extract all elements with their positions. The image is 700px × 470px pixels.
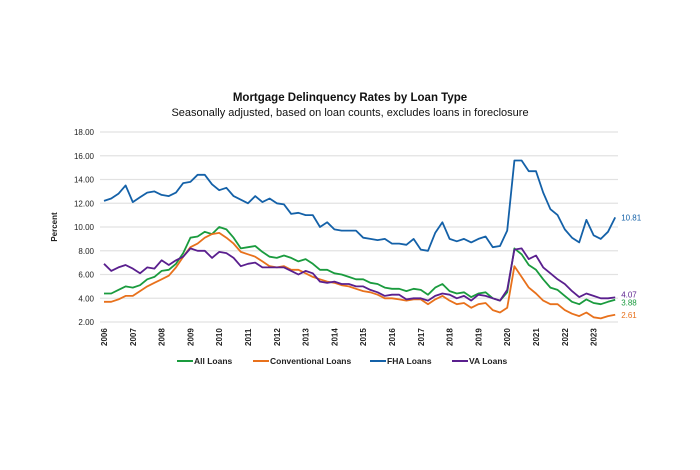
series-line-conventional-loans [104, 231, 616, 320]
legend-label: FHA Loans [387, 356, 432, 366]
y-tick-label: 8.00 [78, 247, 94, 256]
y-tick-label: 16.00 [74, 152, 95, 161]
x-tick-label: 2011 [244, 328, 253, 346]
y-tick-label: 14.00 [74, 176, 95, 185]
x-tick-label: 2014 [330, 328, 339, 346]
x-tick-label: 2006 [100, 328, 109, 346]
x-tick-label: 2015 [359, 328, 368, 346]
y-axis-label: Percent [50, 212, 59, 242]
legend-label: Conventional Loans [270, 356, 352, 366]
y-tick-label: 12.00 [74, 199, 95, 208]
x-tick-label: 2009 [186, 328, 195, 346]
end-value-label: 3.88 [621, 299, 637, 308]
legend-item: Conventional Loans [253, 356, 352, 366]
legend-label: All Loans [194, 356, 233, 366]
chart-subtitle: Seasonally adjusted, based on loan count… [171, 107, 528, 119]
x-tick-label: 2016 [388, 328, 397, 346]
legend-item: FHA Loans [370, 356, 432, 366]
y-tick-label: 18.00 [74, 128, 95, 137]
chart-title: Mortgage Delinquency Rates by Loan Type [233, 92, 467, 104]
legend-item: All Loans [177, 356, 233, 366]
x-tick-label: 2022 [561, 328, 570, 346]
x-tick-label: 2012 [273, 328, 282, 346]
legend-label: VA Loans [469, 356, 508, 366]
x-tick-label: 2021 [532, 328, 541, 346]
x-tick-label: 2023 [590, 328, 599, 346]
y-tick-label: 4.00 [78, 294, 94, 303]
x-tick-label: 2018 [446, 328, 455, 346]
legend-item: VA Loans [452, 356, 508, 366]
end-value-label: 2.61 [621, 311, 637, 320]
series-line-all-loans [104, 226, 616, 306]
x-tick-label: 2020 [503, 328, 512, 346]
x-tick-label: 2008 [158, 328, 167, 346]
x-tick-label: 2013 [302, 328, 311, 346]
x-tick-label: 2019 [474, 328, 483, 346]
series-line-va-loans [103, 247, 616, 302]
x-tick-label: 2007 [129, 328, 138, 346]
y-tick-label: 2.00 [78, 318, 94, 327]
y-tick-label: 6.00 [78, 271, 94, 280]
y-tick-label: 10.00 [74, 223, 95, 232]
x-tick-label: 2010 [215, 328, 224, 346]
series-line-fha-loans [103, 159, 617, 252]
end-value-label: 4.07 [621, 290, 637, 299]
x-tick-label: 2017 [417, 328, 426, 346]
end-value-label: 10.81 [621, 213, 642, 222]
